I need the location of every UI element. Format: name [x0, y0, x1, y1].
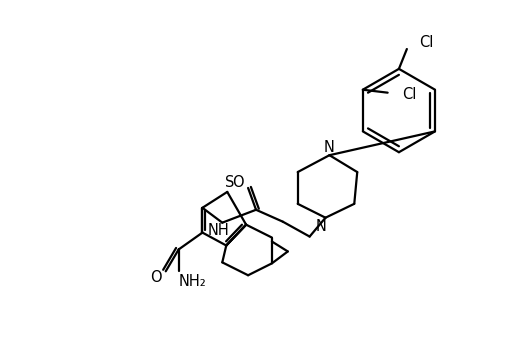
Text: O: O	[150, 270, 162, 285]
Text: Cl: Cl	[402, 87, 417, 102]
Text: N: N	[316, 219, 327, 234]
Text: NH: NH	[207, 223, 229, 238]
Text: O: O	[232, 175, 244, 191]
Text: S: S	[225, 175, 234, 191]
Text: Cl: Cl	[419, 35, 433, 49]
Text: NH₂: NH₂	[179, 274, 206, 289]
Text: N: N	[324, 140, 335, 155]
